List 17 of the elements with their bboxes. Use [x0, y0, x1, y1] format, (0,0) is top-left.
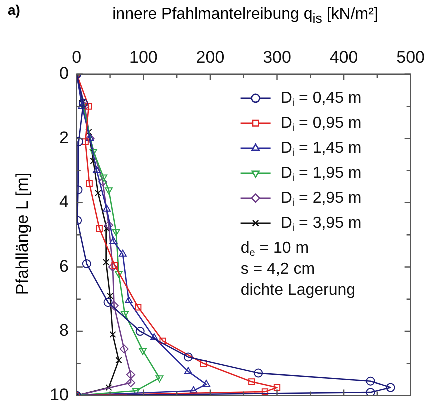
annotation: dichte Lagerung	[240, 282, 356, 299]
x-tick-label: 100	[130, 48, 158, 67]
x-tick-label: 400	[330, 48, 358, 67]
y-tick-label: 8	[59, 321, 69, 340]
chart-title: a)	[8, 2, 20, 18]
x-tick-label: 300	[263, 48, 292, 67]
x-tick-label: 200	[196, 48, 225, 67]
x-tick-label: 500	[396, 48, 426, 67]
y-tick-label: 6	[59, 256, 69, 276]
y-tick-label: 4	[59, 192, 69, 212]
y-tick-label: 2	[59, 128, 69, 148]
y-axis-title: Pfahllänge L [m]	[13, 172, 33, 298]
y-tick-label: 10	[50, 385, 69, 404]
x-tick-label: 0	[72, 48, 82, 67]
x-axis-title: innere Pfahlmantelreibung q$_{is}$ [kN/m²]	[112, 6, 380, 26]
annotation: s = 4,2 cm	[240, 260, 316, 278]
y-tick-label: 0	[59, 64, 69, 84]
